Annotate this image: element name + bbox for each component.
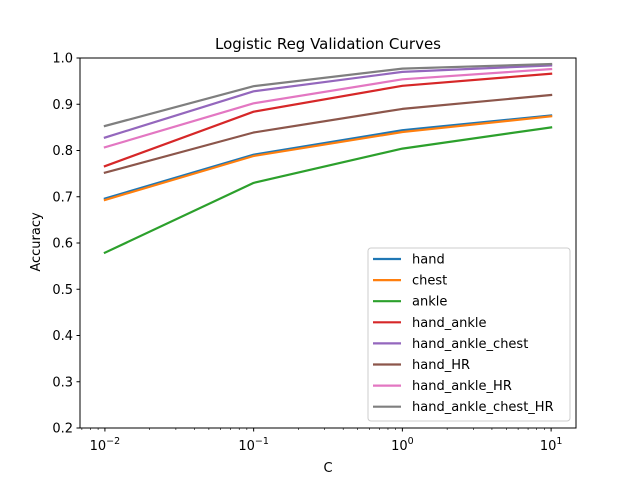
legend: hand chest ankle hand_ankle hand_ankle_chest… <box>367 247 571 422</box>
series-line-hand-ankle-HR <box>103 67 553 149</box>
x-tick-label: 10−1 <box>238 436 269 454</box>
series-line-chest <box>103 115 553 202</box>
y-axis-label: Accuracy <box>29 212 44 272</box>
y-tick-label: 0.5 <box>52 283 73 298</box>
series-line-ankle <box>103 126 553 255</box>
axes-frame <box>79 57 577 429</box>
y-tick-label: 0.9 <box>52 98 73 113</box>
y-tick-label: 1.0 <box>52 52 73 67</box>
legend-label: hand_ankle_chest <box>412 337 528 352</box>
legend-box <box>367 247 571 422</box>
legend-label: hand_ankle <box>412 316 487 331</box>
y-tick-label: 0.8 <box>52 144 73 159</box>
plot-area: 0.2 0.3 0.4 0.5 0.6 0.7 0.8 0.9 1.0 10−2 10−1 100 10… <box>52 52 577 454</box>
x-axis-label: C <box>323 461 332 476</box>
legend-label: hand_ankle_chest_HR <box>412 400 554 415</box>
y-tick-label: 0.7 <box>52 190 73 205</box>
y-tick-label: 0.6 <box>52 237 73 252</box>
series-line-hand <box>103 114 553 200</box>
y-tick-label: 0.3 <box>52 375 73 390</box>
x-tick-label: 100 <box>391 436 414 454</box>
legend-label: chest <box>412 274 447 289</box>
series-line-hand-HR <box>103 93 553 175</box>
legend-label: hand_ankle_HR <box>412 379 512 394</box>
legend-label: hand <box>412 253 445 268</box>
chart-title: Logistic Reg Validation Curves <box>215 35 441 53</box>
legend-label: hand_HR <box>412 358 470 373</box>
series-line-hand-ankle-chest-HR <box>103 62 553 128</box>
series-line-hand-ankle-chest <box>103 64 553 139</box>
y-tick-label: 0.2 <box>52 422 73 437</box>
legend-label: ankle <box>412 295 447 310</box>
x-tick-label: 10−2 <box>90 436 121 454</box>
x-tick-label: 101 <box>540 436 563 454</box>
series-line-hand-ankle <box>103 72 553 168</box>
y-tick-label: 0.4 <box>52 329 73 344</box>
